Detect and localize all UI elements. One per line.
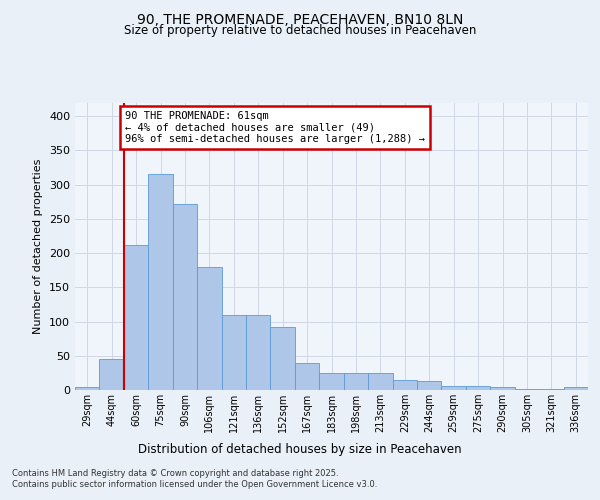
Bar	[197, 267, 221, 390]
Bar	[344, 373, 368, 390]
Bar	[466, 386, 490, 390]
Bar	[221, 314, 246, 390]
Bar	[563, 388, 588, 390]
Bar	[246, 314, 271, 390]
Bar	[173, 204, 197, 390]
Bar	[490, 388, 515, 390]
Bar	[75, 386, 100, 390]
Bar	[392, 380, 417, 390]
Bar	[271, 327, 295, 390]
Text: Distribution of detached houses by size in Peacehaven: Distribution of detached houses by size …	[138, 442, 462, 456]
Text: Contains public sector information licensed under the Open Government Licence v3: Contains public sector information licen…	[12, 480, 377, 489]
Bar	[368, 373, 392, 390]
Text: 90 THE PROMENADE: 61sqm
← 4% of detached houses are smaller (49)
96% of semi-det: 90 THE PROMENADE: 61sqm ← 4% of detached…	[125, 110, 425, 144]
Bar	[417, 381, 442, 390]
Bar	[442, 386, 466, 390]
Bar	[100, 359, 124, 390]
Bar	[295, 362, 319, 390]
Y-axis label: Number of detached properties: Number of detached properties	[34, 158, 43, 334]
Text: Size of property relative to detached houses in Peacehaven: Size of property relative to detached ho…	[124, 24, 476, 37]
Bar	[124, 245, 148, 390]
Text: Contains HM Land Registry data © Crown copyright and database right 2025.: Contains HM Land Registry data © Crown c…	[12, 469, 338, 478]
Bar	[319, 373, 344, 390]
Bar	[539, 388, 563, 390]
Bar	[515, 388, 539, 390]
Bar	[148, 174, 173, 390]
Text: 90, THE PROMENADE, PEACEHAVEN, BN10 8LN: 90, THE PROMENADE, PEACEHAVEN, BN10 8LN	[137, 12, 463, 26]
